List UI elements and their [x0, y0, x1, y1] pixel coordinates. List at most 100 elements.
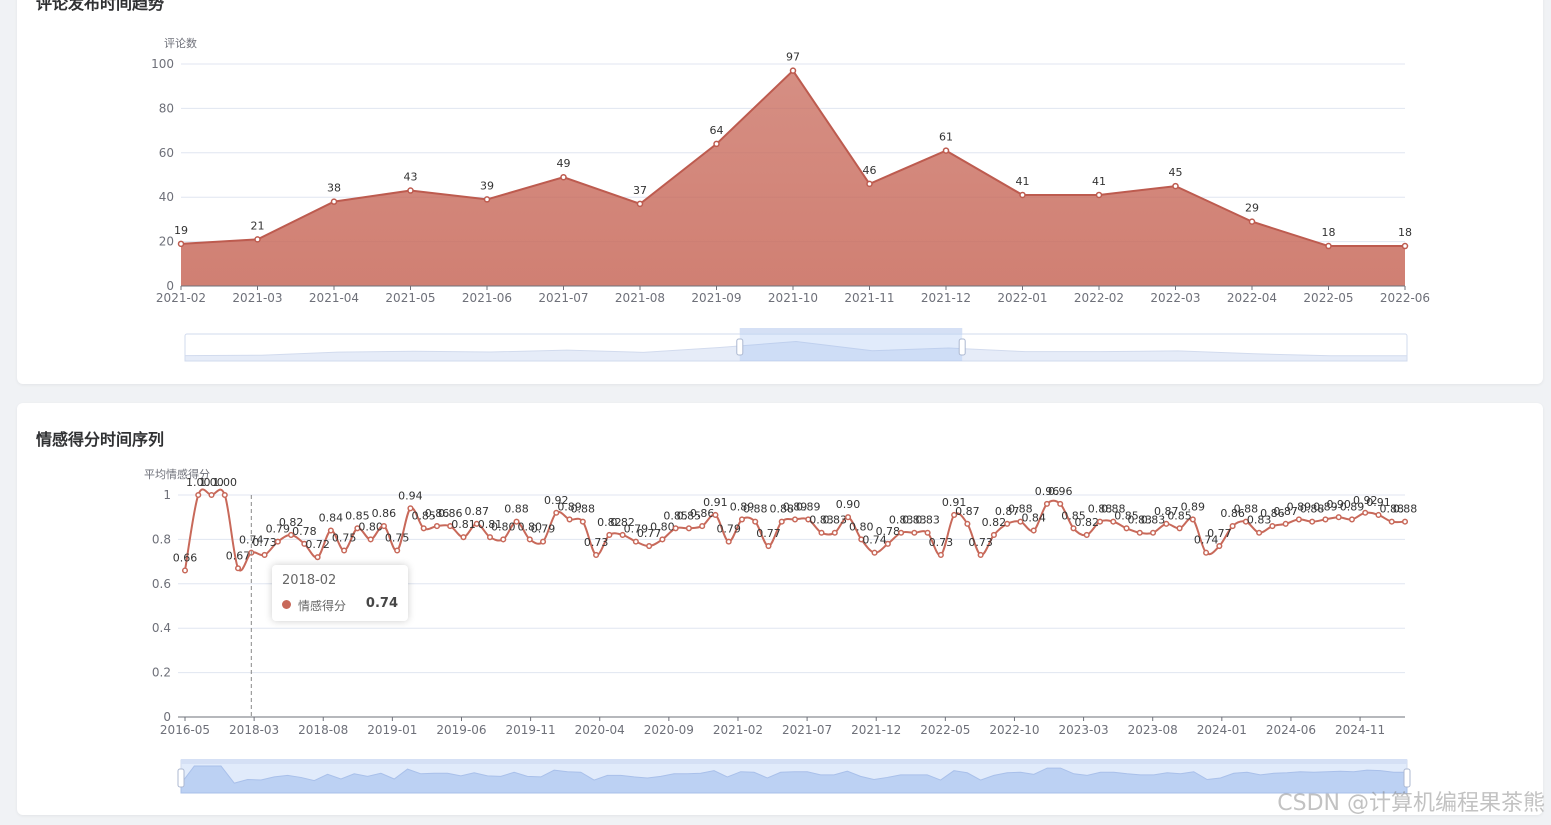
data-point — [1136, 529, 1143, 536]
data-label: 0.79 — [531, 523, 556, 536]
data-label: 0.78 — [292, 525, 317, 538]
data-point — [1189, 516, 1196, 523]
data-point — [1282, 520, 1289, 527]
data-point — [725, 538, 732, 545]
data-point — [195, 491, 202, 499]
data-label: 0.88 — [1088, 503, 1113, 516]
datazoom-preview — [180, 765, 1408, 794]
data-label: 1.00 — [199, 476, 224, 489]
x-tick-label: 2021-07 — [782, 723, 832, 737]
data-point — [942, 147, 950, 154]
x-tick-label: 2022-06 — [1380, 291, 1430, 305]
data-label: 0.83 — [1247, 514, 1272, 527]
data-label: 0.90 — [836, 498, 861, 511]
x-tick-label: 2021-02 — [713, 723, 763, 737]
data-label: 0.88 — [1008, 503, 1033, 516]
watermark: CSDN @计算机编程果茶熊 — [1277, 791, 1545, 816]
data-point — [261, 551, 268, 558]
data-label: 0.89 — [730, 500, 755, 513]
data-point — [951, 511, 958, 519]
x-tick-label: 2020-09 — [644, 723, 694, 737]
data-point — [699, 523, 706, 530]
data-label: 0.88 — [1393, 503, 1418, 516]
sentiment-series-title: 情感得分时间序列 — [36, 430, 165, 449]
data-point — [1096, 518, 1104, 525]
data-label: 0.85 — [1167, 509, 1192, 522]
data-point — [1362, 509, 1369, 516]
data-point — [380, 523, 387, 530]
data-label: 0.88 — [504, 503, 529, 516]
data-label: 0.83 — [809, 514, 834, 527]
datazoom-move-bar — [739, 328, 963, 333]
x-tick-label: 2022-01 — [997, 291, 1047, 305]
data-point — [1030, 527, 1037, 534]
data-point — [805, 516, 812, 523]
data-label: 0.79 — [716, 523, 741, 536]
data-point — [1004, 520, 1011, 527]
data-label: 0.77 — [1207, 527, 1232, 540]
data-point — [636, 200, 644, 208]
data-label: 1.00 — [186, 476, 211, 489]
data-label: 0.86 — [372, 507, 397, 520]
data-label: 0.86 — [1220, 507, 1245, 520]
data-label: 1.00 — [213, 476, 238, 489]
x-tick-label: 2019-01 — [367, 723, 417, 737]
data-label: 0.89 — [796, 500, 821, 513]
data-label: 37 — [633, 184, 647, 197]
data-point — [274, 538, 281, 545]
data-point — [1325, 242, 1332, 250]
y-axis-name: 平均情感得分 — [144, 468, 210, 481]
data-point — [646, 543, 653, 550]
tooltip-series-name: 情感得分 — [298, 599, 347, 613]
data-point — [208, 491, 215, 499]
data-label: 0.89 — [1181, 500, 1206, 513]
data-point — [593, 551, 600, 558]
y-tick-label: 0 — [166, 279, 174, 293]
data-point — [1123, 525, 1130, 532]
data-point — [1256, 529, 1263, 536]
x-tick-label: 2021-09 — [691, 291, 741, 305]
x-tick-label: 2018-08 — [298, 723, 348, 737]
x-tick-label: 2019-06 — [436, 723, 486, 737]
data-label: 18 — [1322, 226, 1336, 239]
data-label: 0.91 — [703, 496, 728, 509]
data-point — [1043, 500, 1051, 507]
data-label: 0.78 — [876, 525, 901, 538]
x-tick-label: 2022-05 — [920, 723, 970, 737]
data-label: 0.80 — [518, 520, 543, 533]
tooltip-series-dot — [282, 600, 291, 609]
data-label: 0.80 — [849, 520, 874, 533]
data-point — [937, 551, 944, 558]
x-tick-label: 2021-05 — [385, 291, 435, 305]
data-label: 39 — [480, 179, 494, 192]
y-tick-label: 0.8 — [152, 532, 171, 546]
data-point — [789, 67, 797, 74]
data-label: 0.74 — [1194, 534, 1219, 547]
x-tick-label: 2022-10 — [989, 723, 1039, 737]
data-point — [1149, 529, 1157, 536]
data-label: 0.66 — [173, 551, 198, 564]
x-tick-label: 2021-02 — [156, 291, 206, 305]
data-label: 0.83 — [1128, 514, 1153, 527]
data-point — [254, 236, 261, 243]
y-tick-label: 60 — [159, 146, 174, 160]
data-label: 0.94 — [398, 489, 423, 502]
data-point — [990, 531, 997, 539]
data-label: 0.72 — [305, 538, 330, 551]
data-label: 0.86 — [438, 507, 463, 520]
data-point — [778, 518, 785, 525]
x-tick-label: 2022-04 — [1227, 291, 1277, 305]
data-label: 0.84 — [1021, 512, 1046, 525]
y-tick-label: 0.6 — [152, 577, 171, 591]
data-label: 0.91 — [942, 496, 967, 509]
data-point — [1401, 518, 1409, 525]
data-label: 0.81 — [451, 518, 476, 531]
data-label: 0.82 — [279, 516, 304, 529]
data-label: 0.85 — [345, 509, 370, 522]
data-point — [765, 543, 772, 550]
data-label: 61 — [939, 131, 953, 144]
data-label: 0.87 — [995, 505, 1020, 518]
data-point — [560, 173, 567, 181]
data-point — [632, 538, 639, 545]
x-tick-label: 2021-10 — [768, 291, 818, 305]
